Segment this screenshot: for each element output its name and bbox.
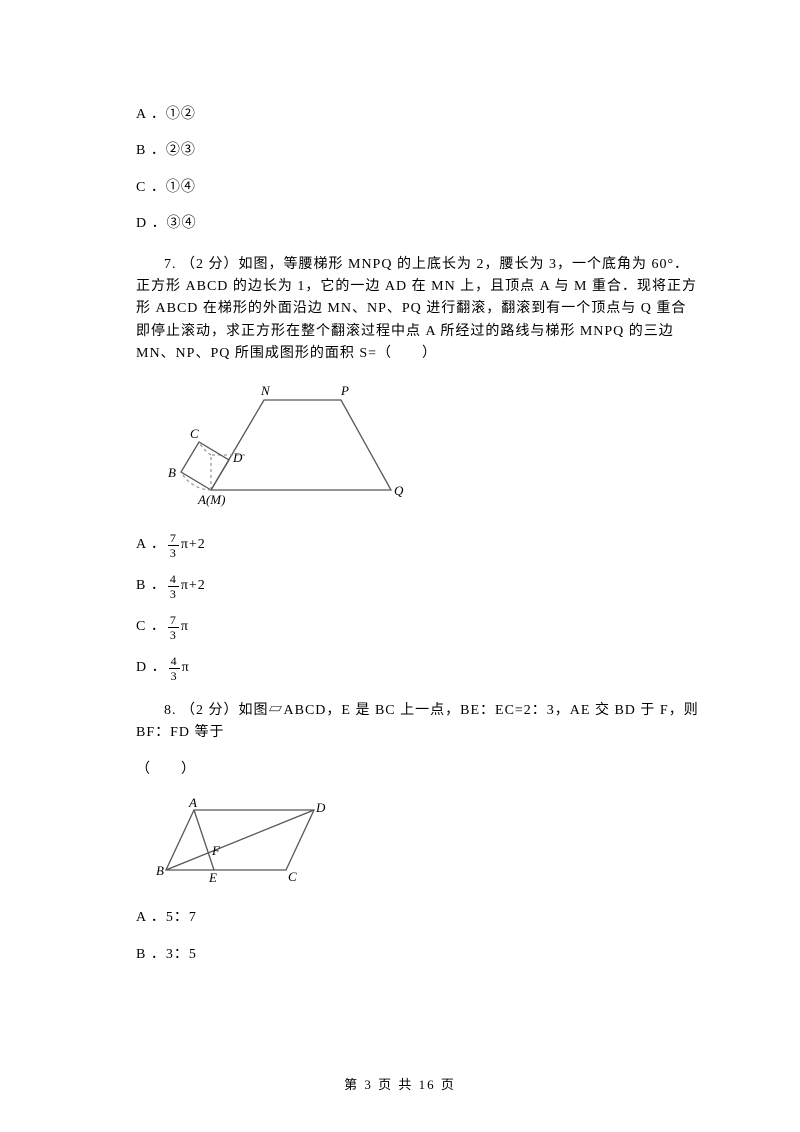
option-q8-b: B ．3：5 [136, 944, 700, 966]
line-ae [194, 810, 214, 870]
label-b: B [156, 863, 164, 878]
question-8: 8. （2 分）如图▱ABCD，E 是 BC 上一点，BE：EC=2：3，AE … [136, 700, 700, 745]
option-c-block1: C ．①④ [136, 177, 700, 199]
label-am: A(M) [197, 492, 225, 507]
fraction-icon: 7 3 [168, 614, 179, 641]
option-a-block1: A ．①② [136, 104, 700, 126]
fraction-num: 4 [169, 655, 180, 668]
diagram-q8: A D B C E F [156, 795, 700, 893]
fraction-num: 7 [168, 614, 179, 627]
option-q7-b: B ． 4 3 π+2 [136, 573, 700, 600]
option-label: C ．①④ [136, 177, 196, 199]
diagram-q7: N P Q A(M) B C D [156, 380, 700, 518]
question-8-text: 8. （2 分）如图▱ABCD，E 是 BC 上一点，BE：EC=2：3，AE … [136, 700, 700, 745]
label-f: F [211, 843, 221, 858]
question-7-text: 7. （2 分）如图，等腰梯形 MNPQ 的上底长为 2，腰长为 3，一个底角为… [136, 254, 700, 366]
option-label: A ．5：7 [136, 907, 197, 929]
option-prefix: C ． [136, 616, 166, 638]
option-suffix: π+2 [181, 534, 206, 556]
label-p: P [340, 383, 349, 398]
option-label: B ．3：5 [136, 944, 197, 966]
option-d-block1: D ．③④ [136, 213, 700, 235]
fraction-den: 3 [169, 668, 180, 682]
option-label: A ．①② [136, 104, 196, 126]
trapezoid-svg: N P Q A(M) B C D [156, 380, 416, 510]
question-8-cont: （ ） [136, 759, 700, 781]
option-q7-c: C ． 7 3 π [136, 614, 700, 641]
option-prefix: A ． [136, 534, 166, 556]
trapezoid-mnpq [211, 400, 391, 490]
fraction-icon: 7 3 [168, 532, 179, 559]
label-e: E [208, 870, 217, 885]
label-a: A [188, 795, 197, 810]
fraction-den: 3 [168, 586, 179, 600]
page-content: A ．①② B ．②③ C ．①④ D ．③④ 7. （2 分）如图，等腰梯形 … [0, 0, 800, 1020]
option-suffix: π+2 [181, 575, 206, 597]
label-d: D [232, 450, 243, 465]
option-label: B ．②③ [136, 140, 196, 162]
fraction-icon: 4 3 [168, 573, 179, 600]
page-footer: 第 3 页 共 16 页 [0, 1075, 800, 1096]
fraction-den: 3 [168, 545, 179, 559]
fraction-num: 7 [168, 532, 179, 545]
option-suffix: π [182, 657, 190, 679]
label-n: N [260, 383, 271, 398]
option-b-block1: B ．②③ [136, 140, 700, 162]
parallelogram-svg: A D B C E F [156, 795, 336, 885]
option-prefix: D ． [136, 657, 167, 679]
option-label: D ．③④ [136, 213, 197, 235]
option-prefix: B ． [136, 575, 166, 597]
option-q7-d: D ． 4 3 π [136, 655, 700, 682]
label-b: B [168, 465, 176, 480]
rotated-square [181, 442, 229, 490]
fraction-num: 4 [168, 573, 179, 586]
footer-text: 第 3 页 共 16 页 [344, 1077, 456, 1092]
option-q8-a: A ．5：7 [136, 907, 700, 929]
label-c: C [288, 869, 297, 884]
label-q: Q [394, 483, 404, 498]
fraction-icon: 4 3 [169, 655, 180, 682]
question-8-text2: （ ） [136, 762, 196, 777]
option-q7-a: A ． 7 3 π+2 [136, 532, 700, 559]
label-c: C [190, 426, 199, 441]
label-d: D [315, 800, 326, 815]
question-7: 7. （2 分）如图，等腰梯形 MNPQ 的上底长为 2，腰长为 3，一个底角为… [136, 254, 700, 366]
line-bd [166, 810, 314, 870]
option-suffix: π [181, 616, 189, 638]
fraction-den: 3 [168, 627, 179, 641]
